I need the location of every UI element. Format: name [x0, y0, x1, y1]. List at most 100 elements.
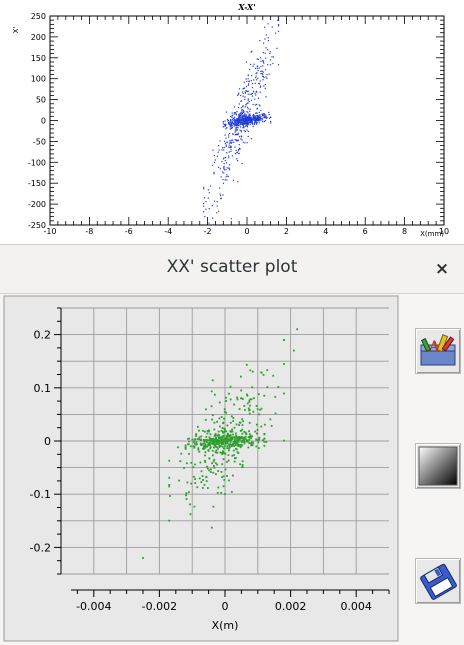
dialog-scatter-point	[256, 439, 259, 442]
dialog-scatter-chart[interactable]: 0.2 0.1 0 -0.1 -0.2 -0.004 -0.002 0 0.002 0.004 X(…	[0, 294, 400, 645]
top-scatter-point	[228, 144, 230, 146]
top-scatter-point	[254, 98, 256, 100]
top-scatter-point	[237, 121, 239, 123]
top-scatter-point	[268, 73, 270, 75]
dialog-scatter-point	[222, 440, 225, 443]
top-scatter-point	[265, 116, 267, 118]
dialog-scatter-point	[283, 339, 285, 341]
dialog-scatter-point	[216, 438, 218, 441]
top-scatter-point	[259, 85, 262, 87]
top-scatter-point	[244, 120, 246, 122]
top-scatter-point	[248, 117, 250, 119]
top-scatter-point	[245, 118, 247, 120]
dialog-x-tick-label: -0.004	[76, 600, 111, 613]
top-y-tick-label: 250	[31, 12, 46, 21]
top-scatter-point	[248, 121, 250, 124]
dialog-scatter-point	[263, 437, 266, 440]
top-scatter-point	[235, 139, 237, 141]
dialog-scatter-point	[250, 443, 253, 446]
top-scatter-point	[252, 103, 254, 106]
top-scatter-point	[235, 124, 237, 126]
top-scatter-point	[252, 114, 254, 117]
top-scatter-point	[238, 124, 240, 126]
dialog-scatter-point	[234, 447, 237, 450]
top-scatter-point	[230, 127, 233, 129]
dialog-scatter-point	[200, 435, 203, 438]
dialog-scatter-point	[213, 441, 216, 443]
dialog-scatter-point	[185, 498, 188, 500]
top-scatter-point	[270, 122, 272, 124]
top-scatter-point	[260, 60, 262, 62]
top-scatter-point	[277, 25, 280, 27]
top-scatter-point	[229, 126, 231, 128]
close-button[interactable]: ×	[434, 259, 450, 279]
top-scatter-point	[232, 179, 234, 181]
top-scatter-point	[237, 150, 240, 152]
top-scatter-point	[233, 123, 235, 125]
top-scatter-point	[251, 119, 254, 121]
dialog-scatter-point	[206, 487, 209, 489]
dialog-scatter-point	[168, 484, 171, 486]
dialog-scatter-point	[204, 443, 207, 446]
top-scatter-point	[252, 116, 254, 118]
dialog-scatter-point	[239, 430, 242, 432]
dialog-scatter-point	[237, 445, 240, 447]
dialog-scatter-point	[200, 438, 203, 441]
dialog-scatter-point	[216, 491, 219, 494]
top-scatter-point	[245, 122, 247, 124]
top-scatter-point	[256, 118, 258, 120]
dialog-scatter-point	[180, 452, 183, 455]
top-scatter-point	[236, 158, 238, 160]
gradient-button[interactable]	[415, 443, 461, 489]
top-scatter-point	[230, 150, 232, 152]
dialog-scatter-point	[225, 435, 228, 438]
top-scatter-point	[225, 162, 228, 164]
dialog-scatter-point	[221, 438, 224, 441]
save-button[interactable]	[415, 558, 461, 604]
dialog-scatter-point	[168, 485, 171, 488]
top-scatter-point	[221, 149, 223, 151]
dialog-scatter-point	[210, 437, 212, 440]
top-plot-title: X-X'	[237, 2, 255, 12]
dialog-scatter-point	[258, 438, 261, 441]
top-scatter-point	[271, 26, 273, 28]
top-scatter-point	[243, 115, 245, 118]
dialog-scatter-point	[228, 479, 230, 482]
dialog-scatter-point	[189, 513, 192, 516]
dialog-scatter-point	[240, 443, 243, 446]
top-scatter-point	[266, 73, 268, 76]
dialog-scatter-point	[233, 460, 236, 463]
dialog-scatter-point	[178, 479, 181, 482]
plot-options-button[interactable]: A	[415, 328, 461, 374]
dialog-scatter-point	[213, 458, 216, 461]
dialog-scatter-point	[241, 464, 244, 466]
dialog-titlebar[interactable]: XX' scatter plot ×	[0, 245, 464, 294]
top-scatter-point	[264, 52, 266, 54]
top-scatter-point	[246, 122, 248, 125]
top-scatter-point	[228, 123, 230, 125]
dialog-scatter-point	[177, 446, 179, 449]
dialog-scatter-point	[220, 416, 223, 418]
top-scatter-point	[265, 76, 267, 78]
top-scatter-point	[239, 115, 241, 117]
dialog-scatter-point	[243, 439, 246, 442]
dialog-scatter-point	[246, 440, 249, 443]
dialog-scatter-point	[251, 444, 254, 446]
top-scatter-point	[242, 117, 244, 119]
top-scatter-point	[228, 132, 231, 135]
top-scatter-point	[242, 120, 244, 122]
top-scatter-point	[203, 205, 205, 207]
top-scatter-point	[256, 108, 258, 110]
top-y-tick-label: 150	[31, 54, 46, 63]
top-scatter-point	[267, 23, 269, 25]
top-scatter-point	[277, 64, 280, 66]
dialog-scatter-point	[228, 447, 230, 450]
top-scatter-point	[239, 119, 241, 121]
dialog-scatter-point	[239, 446, 242, 449]
dialog-scatter-point	[168, 519, 171, 522]
dialog-scatter-point	[219, 440, 222, 443]
dialog-scatter-point	[188, 437, 190, 440]
dialog-scatter-point	[226, 435, 229, 438]
dialog-scatter-point	[217, 440, 220, 443]
top-scatter-point	[243, 87, 245, 89]
